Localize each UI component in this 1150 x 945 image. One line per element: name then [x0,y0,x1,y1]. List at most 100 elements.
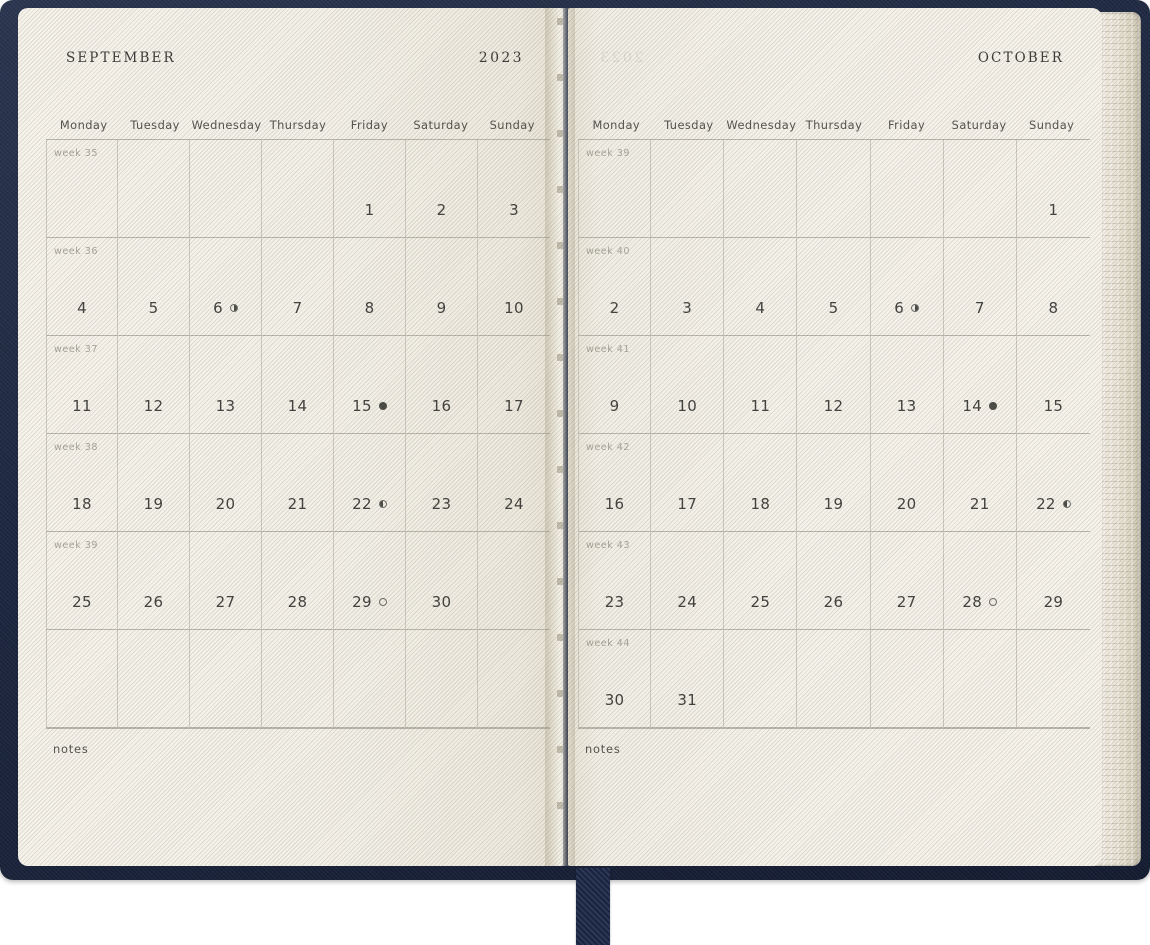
calendar-day-cell[interactable]: 23 [406,434,478,532]
calendar-day-cell[interactable]: week 36 4 [46,238,118,336]
calendar-day-cell[interactable]: 7 [262,238,334,336]
calendar-day-cell[interactable]: 5 [118,238,190,336]
calendar-day-cell[interactable]: 8 [334,238,406,336]
notes-row-september[interactable]: notes [46,728,550,764]
last-quarter-moon-icon [911,304,920,312]
day-number-text: 24 [504,495,524,513]
notes-row-october[interactable]: notes [578,728,1090,764]
calendar-day-cell[interactable]: 20 [190,434,262,532]
calendar-day-cell[interactable]: 1 [1016,140,1090,238]
calendar-day-cell[interactable] [118,630,190,728]
day-number-text: 29 [1043,593,1064,611]
calendar-day-cell[interactable]: 14 [943,336,1017,434]
calendar-day-cell[interactable]: 28 [943,532,1017,630]
calendar-day-cell[interactable] [190,630,262,728]
notes-writing-area-october[interactable] [578,764,1090,866]
calendar-day-cell[interactable] [262,630,334,728]
calendar-day-cell[interactable]: week 43 23 [578,532,652,630]
calendar-day-cell[interactable]: 13 [870,336,944,434]
calendar-day-cell[interactable]: 3 [651,238,725,336]
calendar-day-cell[interactable]: 8 [1016,238,1090,336]
day-number-text: 13 [215,397,236,415]
calendar-day-cell[interactable]: 26 [797,532,871,630]
calendar-day-cell[interactable]: 15 [334,336,406,434]
calendar-day-cell[interactable]: 20 [870,434,944,532]
calendar-day-cell[interactable] [870,630,944,728]
calendar-day-cell[interactable] [190,140,262,238]
calendar-day-cell[interactable]: 16 [406,336,478,434]
calendar-day-cell[interactable]: 3 [478,140,550,238]
calendar-day-cell[interactable]: 1 [334,140,406,238]
calendar-day-cell[interactable] [797,630,871,728]
calendar-day-cell[interactable] [870,140,944,238]
calendar-day-cell[interactable]: 29 [334,532,406,630]
calendar-day-cell[interactable]: 14 [262,336,334,434]
calendar-day-cell[interactable]: 19 [797,434,871,532]
calendar-day-cell[interactable]: 22 [1016,434,1090,532]
calendar-day-cell[interactable]: 6 [190,238,262,336]
calendar-day-cell[interactable]: week 39 [578,140,652,238]
calendar-day-cell[interactable]: 19 [118,434,190,532]
calendar-day-cell[interactable]: week 35 [46,140,118,238]
day-number: 2 [579,299,650,317]
calendar-day-cell[interactable]: 17 [651,434,725,532]
stitch-mark [557,466,563,473]
calendar-day-cell[interactable] [262,140,334,238]
calendar-day-cell[interactable] [797,140,871,238]
calendar-day-cell[interactable] [651,140,725,238]
calendar-day-cell[interactable]: 12 [118,336,190,434]
calendar-day-cell[interactable]: 11 [724,336,798,434]
notes-writing-area-september[interactable] [38,764,550,866]
calendar-day-cell[interactable]: 9 [406,238,478,336]
calendar-day-cell[interactable]: week 40 2 [578,238,652,336]
calendar-day-cell[interactable] [478,630,550,728]
calendar-day-cell[interactable]: 26 [118,532,190,630]
bookmark-ribbon[interactable] [576,868,610,945]
calendar-day-cell[interactable]: week 44 30 [578,630,652,728]
calendar-day-cell[interactable]: 27 [190,532,262,630]
day-number-text: 30 [604,691,625,709]
calendar-day-cell[interactable]: 18 [724,434,798,532]
calendar-day-cell[interactable] [478,532,550,630]
day-number-text: 1 [1048,201,1059,219]
calendar-day-cell[interactable]: 28 [262,532,334,630]
calendar-day-cell[interactable] [724,140,798,238]
calendar-day-cell[interactable] [118,140,190,238]
calendar-day-cell[interactable]: 27 [870,532,944,630]
week-number-label: week 44 [586,638,630,649]
calendar-day-cell[interactable]: 30 [406,532,478,630]
calendar-day-cell[interactable]: 15 [1016,336,1090,434]
calendar-day-cell[interactable]: 24 [478,434,550,532]
calendar-day-cell[interactable] [46,630,118,728]
day-number-text: 31 [677,691,698,709]
calendar-day-cell[interactable] [943,630,1017,728]
calendar-day-cell[interactable]: week 39 25 [46,532,118,630]
calendar-day-cell[interactable]: 4 [724,238,798,336]
calendar-day-cell[interactable]: 13 [190,336,262,434]
calendar-day-cell[interactable]: 24 [651,532,725,630]
calendar-day-cell[interactable]: week 38 18 [46,434,118,532]
calendar-day-cell[interactable]: 7 [943,238,1017,336]
calendar-day-cell[interactable]: 17 [478,336,550,434]
calendar-day-cell[interactable] [406,630,478,728]
calendar-day-cell[interactable]: 22 [334,434,406,532]
calendar-day-cell[interactable] [334,630,406,728]
calendar-day-cell[interactable]: 5 [797,238,871,336]
calendar-day-cell[interactable] [1016,630,1090,728]
calendar-day-cell[interactable]: week 37 11 [46,336,118,434]
calendar-day-cell[interactable] [943,140,1017,238]
calendar-day-cell[interactable]: 10 [478,238,550,336]
calendar-day-cell[interactable] [724,630,798,728]
calendar-day-cell[interactable]: 10 [651,336,725,434]
calendar-day-cell[interactable]: 21 [943,434,1017,532]
calendar-day-cell[interactable]: week 41 9 [578,336,652,434]
calendar-day-cell[interactable]: 29 [1016,532,1090,630]
calendar-day-cell[interactable]: 12 [797,336,871,434]
day-number: 22 [334,495,405,513]
calendar-day-cell[interactable]: 2 [406,140,478,238]
calendar-day-cell[interactable]: 25 [724,532,798,630]
calendar-day-cell[interactable]: week 42 16 [578,434,652,532]
calendar-day-cell[interactable]: 31 [651,630,725,728]
calendar-day-cell[interactable]: 21 [262,434,334,532]
calendar-day-cell[interactable]: 6 [870,238,944,336]
